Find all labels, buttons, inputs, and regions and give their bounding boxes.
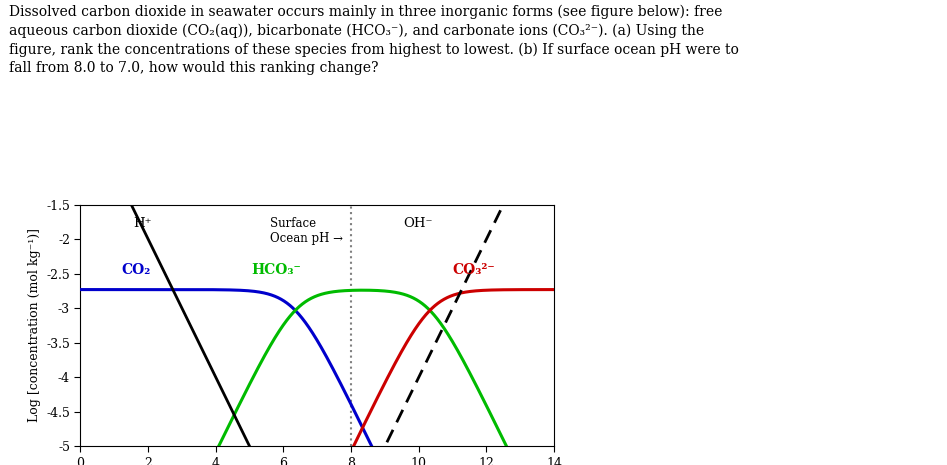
Y-axis label: Log [concentration (mol kg⁻¹)]: Log [concentration (mol kg⁻¹)] [27,228,41,423]
Text: HCO₃⁻: HCO₃⁻ [251,263,301,277]
Text: CO₂: CO₂ [121,263,151,277]
Text: Dissolved carbon dioxide in seawater occurs mainly in three inorganic forms (see: Dissolved carbon dioxide in seawater occ… [9,5,740,75]
Text: Surface
Ocean pH →: Surface Ocean pH → [270,217,343,245]
Text: CO₃²⁻: CO₃²⁻ [453,263,495,277]
Text: H⁺: H⁺ [133,217,152,230]
Text: OH⁻: OH⁻ [403,217,433,230]
